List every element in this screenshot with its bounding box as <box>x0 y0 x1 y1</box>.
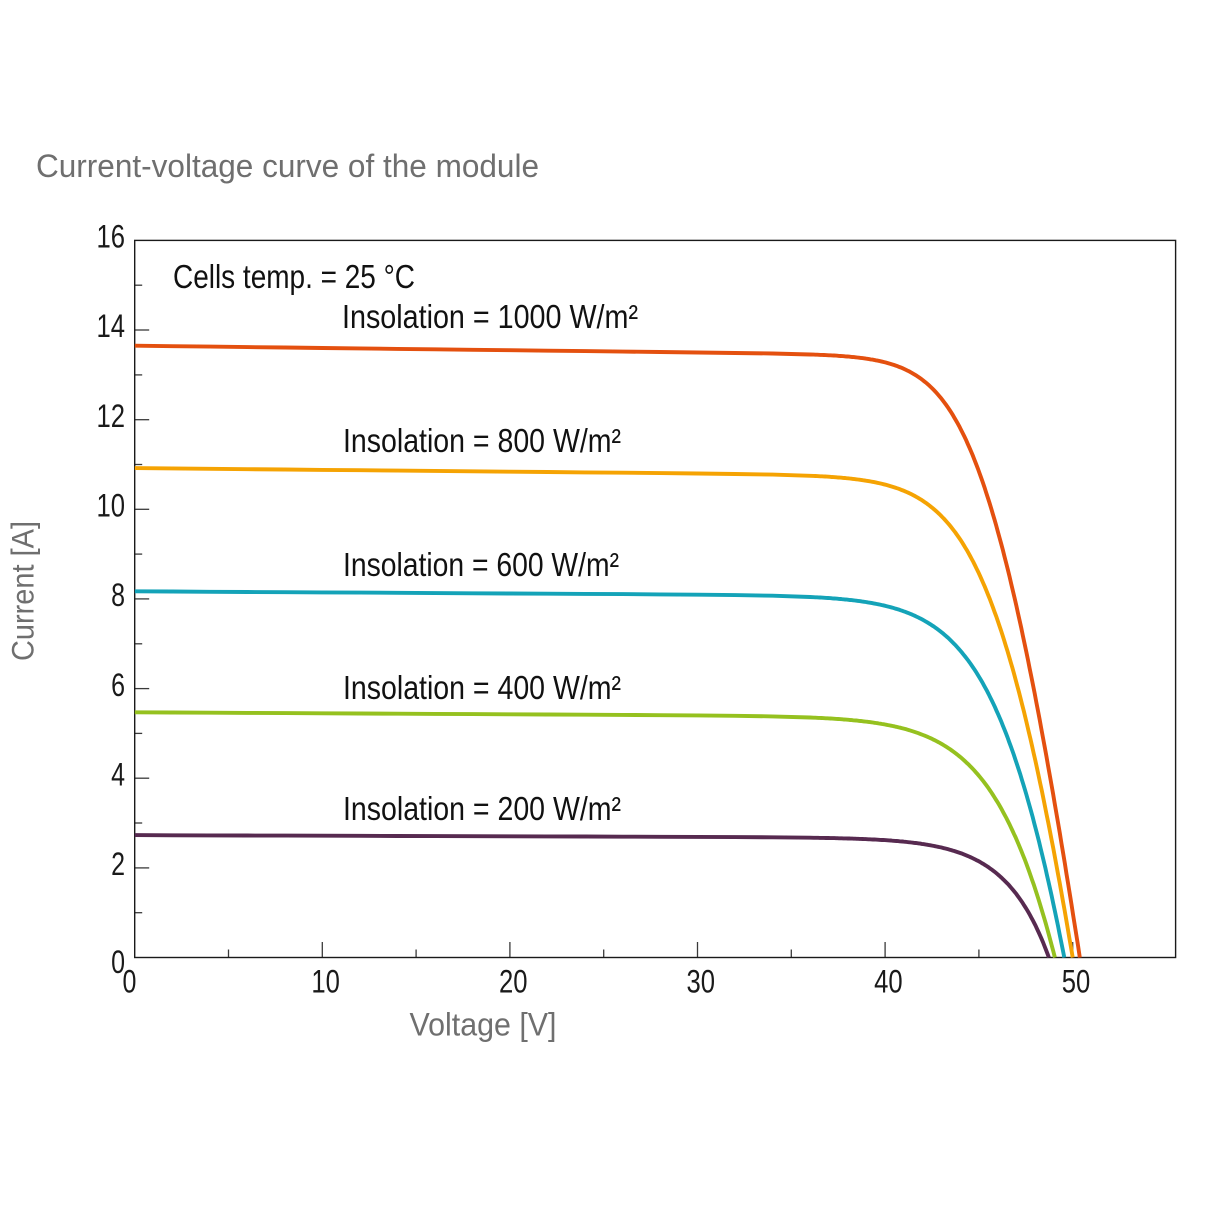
svg-text:10: 10 <box>97 488 126 524</box>
svg-text:12: 12 <box>97 398 126 434</box>
svg-text:Current [A]: Current [A] <box>5 521 41 661</box>
svg-text:8: 8 <box>111 577 125 613</box>
svg-text:30: 30 <box>687 963 716 999</box>
svg-text:50: 50 <box>1062 963 1091 999</box>
svg-text:2: 2 <box>111 846 125 882</box>
svg-text:4: 4 <box>111 756 125 792</box>
svg-text:Insolation = 200 W/m²: Insolation = 200 W/m² <box>343 790 621 827</box>
svg-text:16: 16 <box>97 219 126 255</box>
svg-text:Insolation = 400 W/m²: Insolation = 400 W/m² <box>343 669 621 706</box>
svg-text:0: 0 <box>111 944 125 980</box>
svg-text:Insolation = 800 W/m²: Insolation = 800 W/m² <box>343 422 621 459</box>
svg-text:0: 0 <box>123 963 137 999</box>
svg-text:6: 6 <box>111 667 125 703</box>
svg-text:20: 20 <box>499 963 528 999</box>
svg-text:Insolation = 1000 W/m²: Insolation = 1000 W/m² <box>342 298 638 335</box>
svg-text:Voltage [V]: Voltage [V] <box>410 1006 557 1042</box>
svg-text:14: 14 <box>97 308 126 344</box>
svg-text:Cells temp. = 25 °C: Cells temp. = 25 °C <box>173 258 415 295</box>
svg-text:Current-voltage curve of the m: Current-voltage curve of the module <box>36 148 539 184</box>
svg-text:40: 40 <box>874 963 903 999</box>
svg-text:10: 10 <box>311 963 340 999</box>
svg-text:Insolation = 600 W/m²: Insolation = 600 W/m² <box>343 546 619 583</box>
